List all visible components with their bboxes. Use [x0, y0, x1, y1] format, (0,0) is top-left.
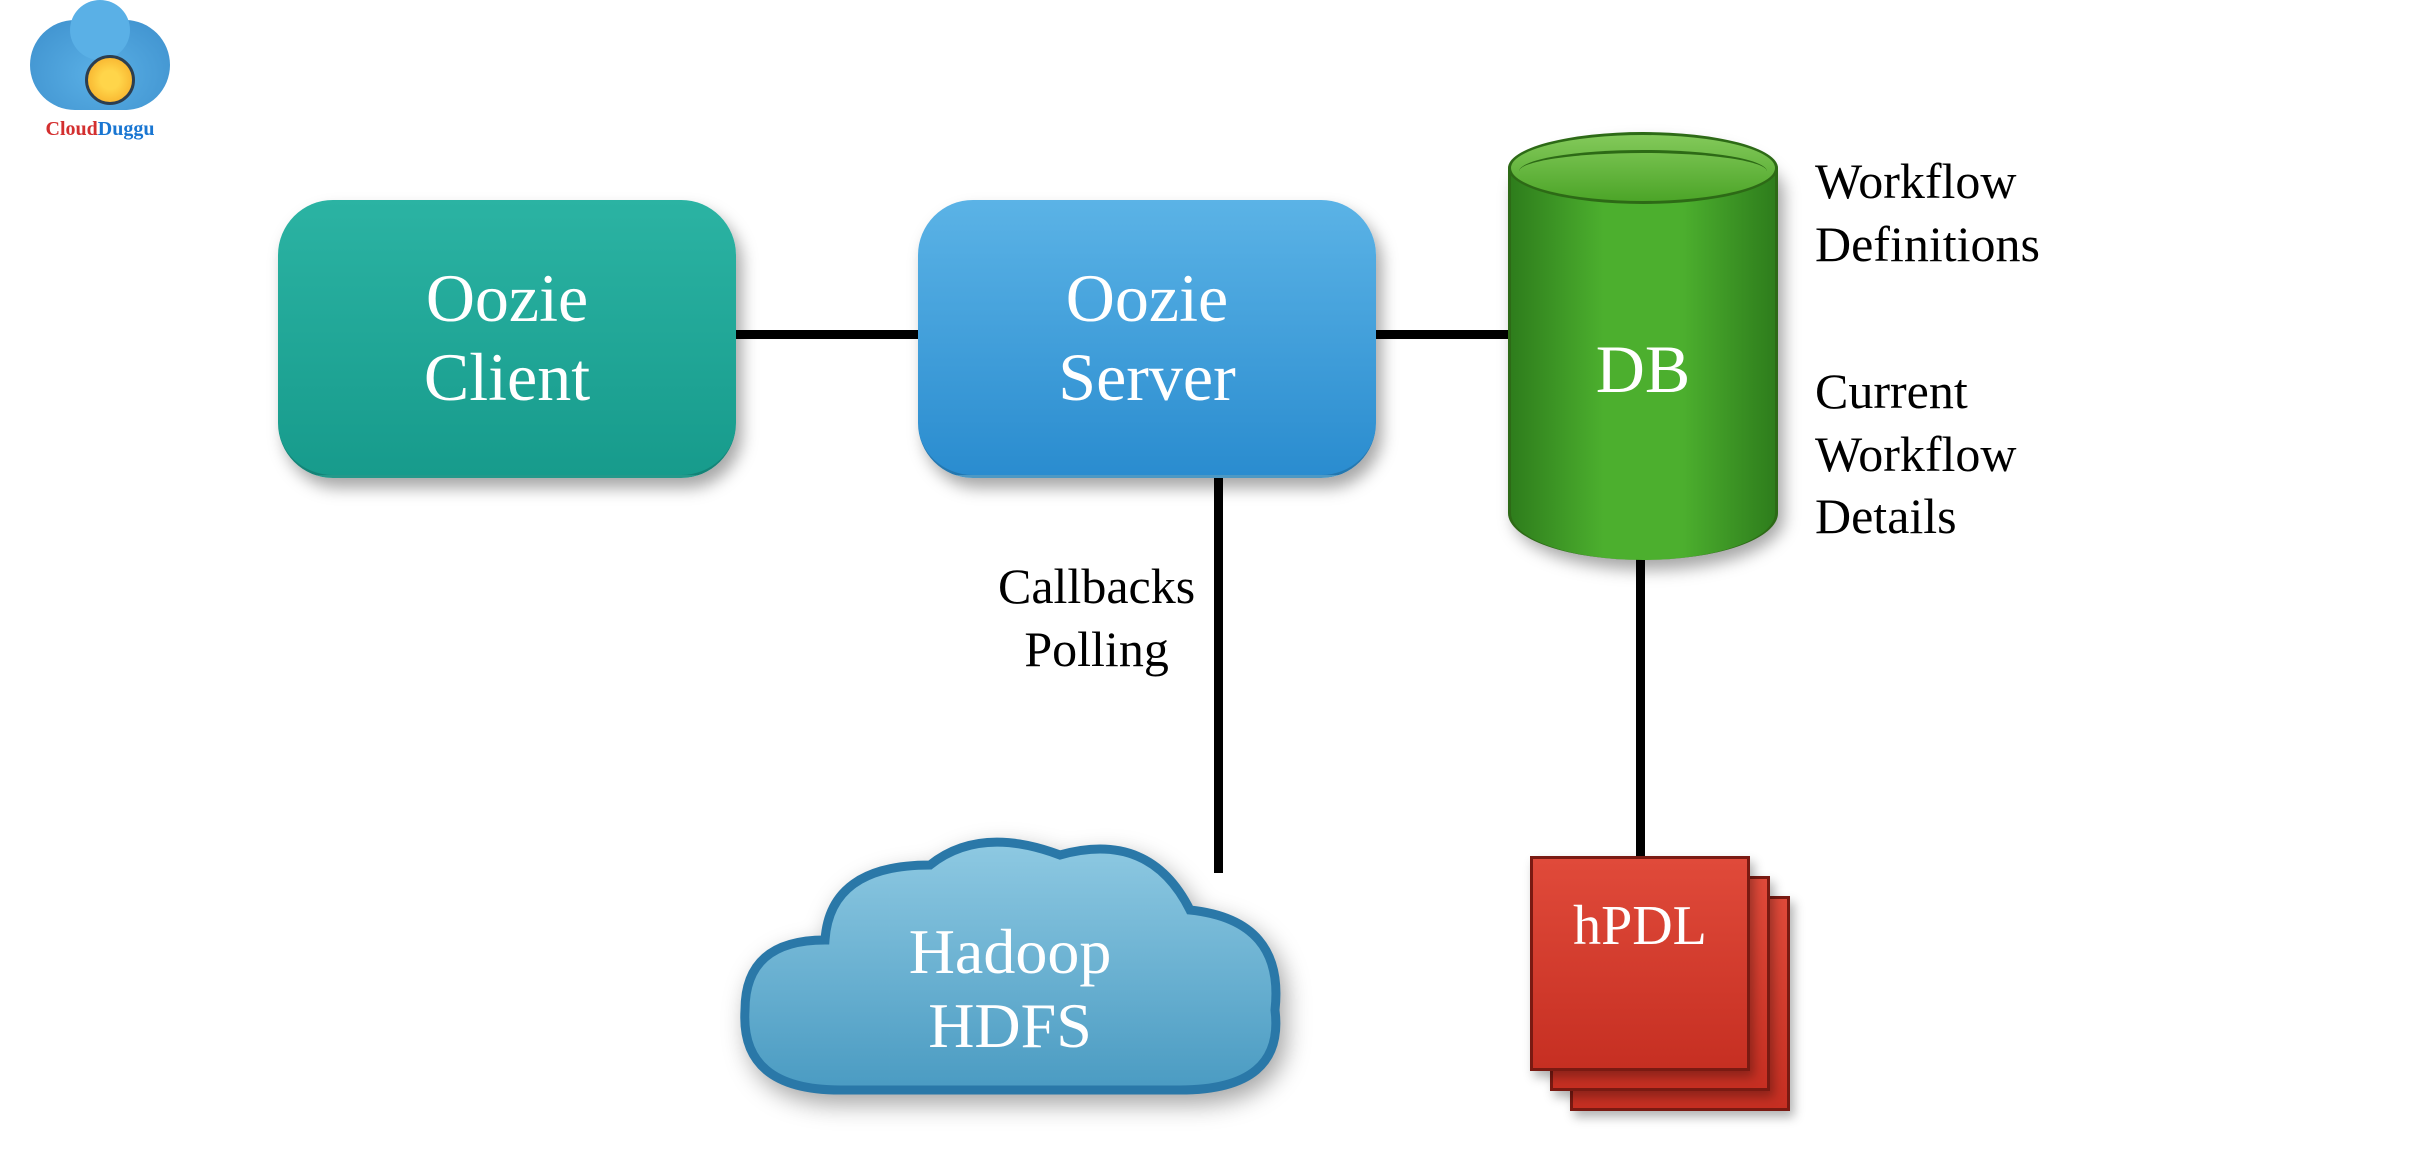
node-hadoop-label: HadoopHDFS	[720, 915, 1300, 1062]
annot-callbacks: CallbacksPolling	[998, 555, 1195, 680]
node-oozie-server: OozieServer	[918, 200, 1376, 478]
logo-text-right: Duggu	[98, 118, 155, 140]
node-hpdl: hPDL	[1530, 856, 1810, 1136]
annot-workflow-defs: WorkflowDefinitions	[1815, 150, 2040, 275]
logo-cloud-icon	[30, 20, 170, 110]
edge-client-server	[736, 330, 918, 339]
doc-front: hPDL	[1530, 856, 1750, 1071]
cylinder-top	[1508, 132, 1778, 204]
cylinder-top-inner	[1519, 150, 1767, 193]
node-oozie-server-label: OozieServer	[1058, 259, 1235, 415]
node-oozie-client-label: OozieClient	[424, 259, 590, 415]
edge-db-hpdl	[1636, 555, 1645, 871]
node-oozie-client: OozieClient	[278, 200, 736, 478]
logo-bulb-icon	[85, 55, 135, 105]
annot-current-details: CurrentWorkflowDetails	[1815, 360, 2017, 548]
logo-text-left: Cloud	[46, 118, 98, 140]
edge-server-db	[1376, 330, 1514, 339]
diagram-canvas: CloudDuggu OozieClient OozieServer DB	[0, 0, 2416, 1158]
node-hadoop: HadoopHDFS	[720, 810, 1300, 1140]
brand-logo: CloudDuggu	[20, 20, 180, 160]
node-db-label: DB	[1596, 330, 1690, 409]
logo-text: CloudDuggu	[46, 118, 155, 141]
cylinder-body: DB	[1508, 168, 1778, 560]
node-hpdl-label: hPDL	[1573, 894, 1707, 958]
node-db: DB	[1508, 132, 1778, 560]
